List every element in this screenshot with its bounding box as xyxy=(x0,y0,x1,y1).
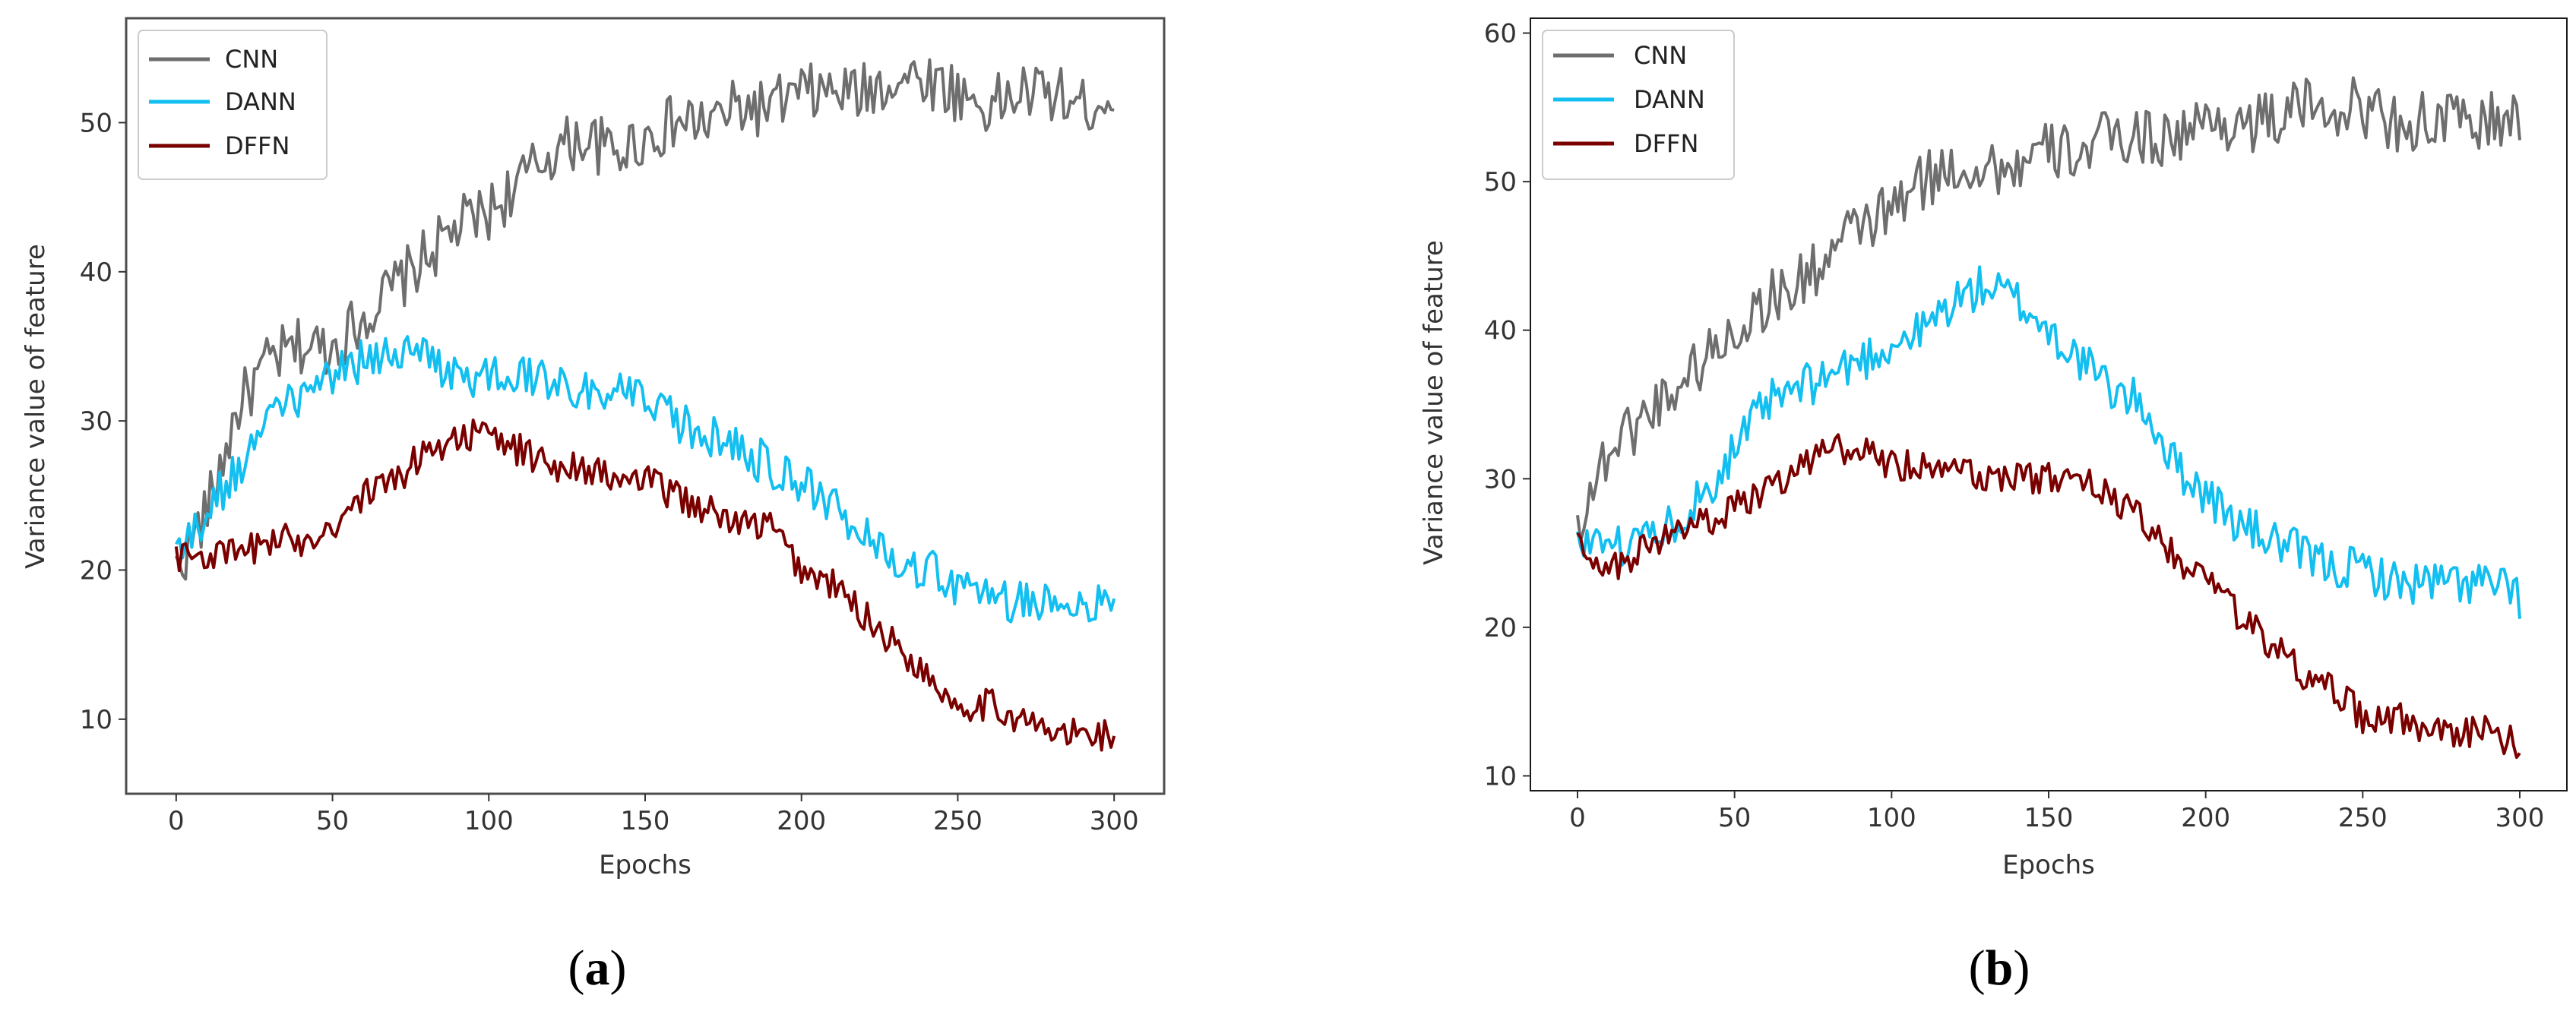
y-tick-label-a: 30 xyxy=(80,406,112,437)
x-axis-label-b: Epochs xyxy=(2002,850,2095,880)
series-a xyxy=(174,58,1116,752)
x-tick-label-a: 50 xyxy=(316,806,349,836)
y-tick-label-b: 10 xyxy=(1484,761,1517,791)
legend-box-a xyxy=(138,30,328,180)
series-line-dann-b xyxy=(1576,265,2521,619)
y-tick-label-a: 20 xyxy=(80,555,112,586)
caption-a-open: ( xyxy=(568,940,585,996)
x-tick-label-a: 100 xyxy=(464,806,514,836)
x-tick-label-b: 100 xyxy=(1867,803,1916,833)
y-axis-label-a: Variance value of feature xyxy=(21,244,51,569)
caption-b: (b) xyxy=(1969,940,2030,996)
ticks-b: 0 50 100 150 200 250 300 10 20 30 40 50 60 xyxy=(1484,19,2545,833)
legend-b: CNN DANN DFFN xyxy=(1542,30,1735,180)
x-tick-label-b: 300 xyxy=(2495,803,2545,833)
caption-b-close: ) xyxy=(2013,940,2030,996)
y-tick-label-b: 40 xyxy=(1484,316,1517,346)
legend-label-cnn-a: CNN xyxy=(225,45,278,74)
legend-label-dann-b: DANN xyxy=(1634,85,1705,114)
y-tick-label-a: 40 xyxy=(80,257,112,288)
y-tick-label-b: 20 xyxy=(1484,613,1517,643)
x-tick-label-b: 50 xyxy=(1718,803,1751,833)
legend-label-dffn-b: DFFN xyxy=(1634,129,1698,158)
caption-b-open: ( xyxy=(1969,940,1986,996)
x-tick-label-a: 150 xyxy=(621,806,670,836)
legend-label-dann-a: DANN xyxy=(225,87,296,116)
chart-b: 0 50 100 150 200 250 300 10 20 30 40 50 60 Epochs Va… xyxy=(1419,17,2568,880)
ticks-a: 0 50 100 150 200 250 300 10 20 30 40 50 xyxy=(80,108,1139,836)
caption-a: (a) xyxy=(568,940,627,996)
x-axis-label-a: Epochs xyxy=(599,850,691,880)
y-tick-label-b: 30 xyxy=(1484,464,1517,494)
x-tick-label-a: 300 xyxy=(1090,806,1139,836)
y-tick-label-b: 60 xyxy=(1484,19,1517,49)
x-tick-label-b: 250 xyxy=(2338,803,2388,833)
series-line-cnn-a xyxy=(174,58,1115,581)
y-tick-label-a: 50 xyxy=(80,108,112,138)
series-b xyxy=(1576,76,2521,760)
series-line-cnn-b xyxy=(1576,76,2521,542)
series-line-dffn-a xyxy=(174,419,1116,752)
x-tick-label-a: 250 xyxy=(933,806,983,836)
x-tick-label-a: 0 xyxy=(168,806,185,836)
y-tick-label-a: 10 xyxy=(80,705,112,735)
legend-label-dffn-a: DFFN xyxy=(225,131,290,160)
x-tick-label-b: 200 xyxy=(2181,803,2230,833)
x-tick-label-b: 0 xyxy=(1569,803,1586,833)
x-tick-label-b: 150 xyxy=(2024,803,2074,833)
caption-b-letter: b xyxy=(1986,940,2014,996)
legend-a: CNN DANN DFFN xyxy=(138,30,328,180)
series-line-dann-a xyxy=(175,335,1116,624)
y-axis-label-b: Variance value of feature xyxy=(1419,240,1449,565)
caption-a-letter: a xyxy=(585,940,610,996)
series-line-dffn-b xyxy=(1576,433,2521,760)
caption-a-close: ) xyxy=(610,940,627,996)
chart-a: 0 50 100 150 200 250 300 10 20 30 40 50 Epochs Vari… xyxy=(21,17,1166,880)
x-tick-label-a: 200 xyxy=(777,806,826,836)
y-tick-label-b: 50 xyxy=(1484,167,1517,197)
legend-label-cnn-b: CNN xyxy=(1634,41,1687,70)
